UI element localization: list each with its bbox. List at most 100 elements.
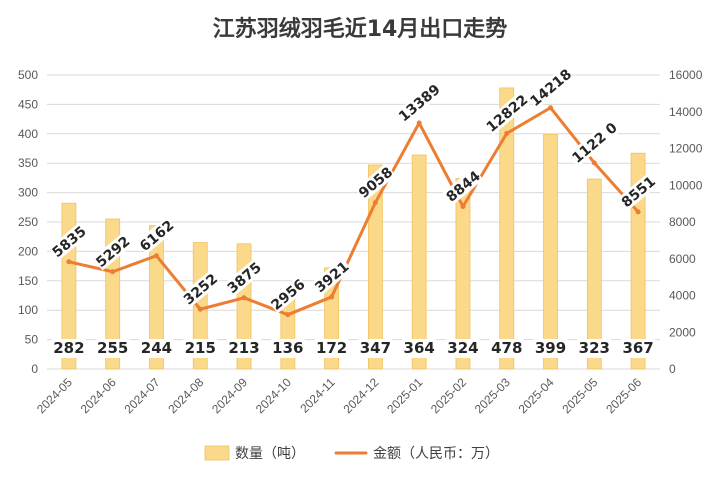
y-right-tick-label: 2000 (669, 325, 696, 339)
line-amount (67, 106, 640, 317)
bar-label-background (314, 339, 349, 358)
x-tick-label: 2025-03 (472, 375, 513, 416)
y-left-tick-label: 0 (31, 362, 38, 376)
y-left-tick-label: 250 (18, 215, 38, 229)
y-left-tick-label: 350 (18, 156, 38, 170)
y-right-tick-label: 4000 (669, 289, 696, 303)
x-tick-label: 2024-07 (122, 375, 163, 416)
bar-label-background (445, 339, 480, 358)
x-tick-label: 2024-10 (253, 375, 294, 416)
x-tick-label: 2025-01 (384, 375, 425, 416)
y-left-tick-label: 500 (18, 68, 38, 82)
bar-value-label: 399 (535, 339, 566, 357)
bar-label-background (577, 339, 612, 358)
line-label-background (526, 65, 575, 110)
line-point (504, 130, 510, 136)
y-left-tick-label: 300 (18, 186, 38, 200)
line-label-background (48, 222, 90, 261)
y-left-tick-label: 100 (18, 303, 38, 317)
y-left-tick-label: 50 (25, 333, 39, 347)
bar-label-background (621, 339, 656, 358)
x-tick-label: 2024-11 (297, 375, 338, 416)
bar-quantity (367, 164, 383, 370)
line-point (329, 294, 335, 300)
line-point (372, 200, 378, 206)
bar-quantity (411, 154, 427, 370)
bar-value-label: 213 (228, 339, 259, 357)
line-point (110, 269, 116, 275)
y-left-tick-label: 200 (18, 244, 38, 258)
legend-swatch-quantity (204, 445, 230, 461)
x-tick-label: 2024-05 (34, 375, 75, 416)
line-value-label: 13389 (396, 82, 444, 126)
line-point (635, 209, 641, 215)
line-label-background (442, 167, 484, 206)
bar-value-label: 215 (185, 339, 216, 357)
line-label-background (92, 232, 134, 271)
y-left-tick-label: 150 (18, 274, 38, 288)
line-label-background (267, 275, 309, 314)
bar-value-label: 282 (53, 339, 84, 357)
bar-label-background (227, 339, 262, 358)
bar-value-label: 478 (491, 339, 522, 357)
line-label-background (311, 257, 353, 296)
x-tick-label: 2025-05 (559, 375, 600, 416)
x-tick-label: 2025-04 (516, 375, 557, 416)
bar-label-background (402, 339, 437, 358)
bar-value-label: 244 (141, 339, 172, 357)
line-label-background (179, 269, 221, 308)
line-point (460, 203, 466, 209)
y-right-tick-label: 10000 (669, 178, 703, 192)
line-point (416, 120, 422, 126)
line-label-background (567, 118, 622, 167)
line-point (591, 160, 597, 166)
bar-label-background (51, 339, 86, 358)
bar-value-label: 347 (360, 339, 391, 357)
bar-label-background (533, 339, 568, 358)
line-value-label: 14218 (527, 66, 575, 110)
bar-label-background (139, 339, 174, 358)
bar-value-label: 136 (272, 339, 303, 357)
y-right-tick-label: 8000 (669, 215, 696, 229)
y-left-tick-label: 450 (18, 97, 38, 111)
line-point (197, 306, 203, 312)
line-label-background (617, 172, 659, 211)
chart-title: 江苏羽绒羽毛近14月出口走势 (213, 16, 508, 42)
line-label-background (483, 91, 531, 135)
bar-value-label: 255 (97, 339, 128, 357)
x-tick-label: 2025-02 (428, 375, 469, 416)
y-right-tick-label: 12000 (669, 142, 703, 156)
line-point (241, 295, 247, 301)
line-label-background (223, 258, 265, 297)
bar-quantity (543, 133, 558, 370)
y-right-tick-label: 0 (669, 362, 676, 376)
bar-label-background (358, 339, 393, 358)
line-point (153, 253, 159, 259)
bar-value-label: 323 (579, 339, 610, 357)
y-right-tick-label: 6000 (669, 252, 696, 266)
y-left-tick-label: 400 (18, 127, 38, 141)
bar-label-background (489, 339, 524, 358)
y-right-tick-label: 16000 (669, 68, 703, 82)
x-tick-label: 2024-12 (340, 375, 381, 416)
line-label-background (395, 80, 443, 125)
bar-label-background (270, 339, 305, 358)
bar-value-label: 367 (622, 339, 653, 357)
x-tick-label: 2024-06 (78, 375, 119, 416)
bar-quantity (586, 178, 602, 370)
bar-quantity (192, 242, 208, 370)
line-point (548, 105, 554, 111)
bar-value-label: 324 (447, 339, 478, 357)
bar-label-background (183, 339, 218, 358)
x-tick-label: 2025-06 (603, 375, 644, 416)
line-label-background (355, 163, 396, 202)
bar-label-background (95, 339, 130, 358)
line-point (66, 259, 72, 265)
bar-value-label: 172 (316, 339, 347, 357)
legend-label-quantity: 数量（吨） (235, 446, 305, 462)
line-point (285, 312, 291, 318)
line-label-background (136, 216, 177, 255)
legend-label-amount: 金额（人民币：万） (373, 446, 499, 462)
